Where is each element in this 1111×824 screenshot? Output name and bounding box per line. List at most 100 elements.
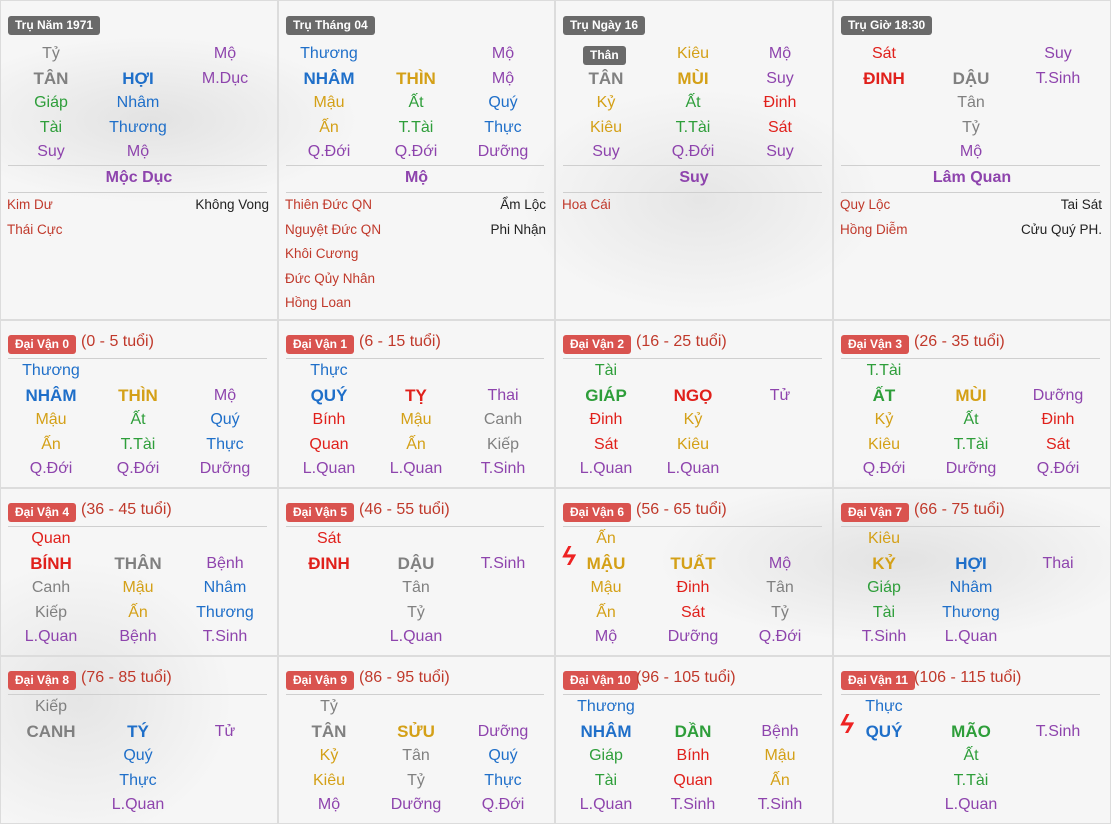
pillar-main-row: ĐINH DẬU T.Sinh (279, 552, 554, 576)
dai-van-card: Đại Vận 7 (66 - 75 tuổi) Kiêu KỶ HỢI Thai Giáp… (833, 488, 1111, 656)
cell-text: T.Tài (398, 118, 434, 136)
pillar-main-row: TÂN SỬU Dưỡng (279, 720, 554, 744)
pillar-title: Trụ Tháng 04 (286, 16, 375, 35)
cell-text: Mộ (491, 69, 515, 87)
cell-text: Mộ (213, 386, 237, 404)
cell-text: Sát (871, 45, 896, 62)
pillar-main-row: TÂN HỢI M.Dục (1, 67, 277, 91)
cell-text: Tài (594, 362, 618, 379)
cell-text: Dưỡng (667, 628, 719, 646)
life-stage: Suy (679, 169, 709, 186)
divider (841, 694, 1100, 695)
pillar-row: Canh Mậu Nhâm (1, 576, 277, 600)
cell-text: ẤT (872, 385, 896, 405)
cell-text: TỴ (405, 385, 427, 405)
dai-van-card: Đại Vận 4 (36 - 45 tuổi) Quan BÍNH THÂN Bệnh C… (0, 488, 278, 656)
cell-text: MÃO (951, 721, 991, 741)
star-good: Thiên Đức QN (285, 197, 373, 212)
pillar-row: Kiêu T.Tài Sát (834, 433, 1110, 457)
cell-text: Tỷ (320, 698, 338, 715)
cell-text: TÂN (33, 68, 69, 88)
pillar-card: Trụ Tháng 04 Thương Mộ NHÂM THÌN Mộ Mậu Ất Quý Ấn… (278, 0, 555, 320)
cell-text: Đinh (1041, 411, 1075, 429)
star-bad: Tai Sát (1060, 197, 1102, 212)
star-good: Hồng Loan (285, 295, 352, 311)
cell-text: Bính (312, 411, 346, 429)
cell-text: L.Quan (302, 460, 356, 478)
pillar-top-row: Ấn (556, 527, 832, 551)
cell-text: Ất (963, 747, 979, 765)
pillar-top-row: Kiêu Mộ (556, 42, 832, 66)
cell-text: Thực (206, 435, 244, 453)
cell-text: Tỷ (407, 603, 425, 621)
cell-text: HỢI (955, 553, 987, 573)
clash-bolt-icon: ϟ (562, 541, 576, 571)
pillar-row: Ất (834, 744, 1110, 768)
cell-text: Mậu (764, 747, 796, 765)
divider (563, 358, 822, 359)
cell-text: T.Tài (953, 435, 989, 453)
cell-text: Giáp (589, 747, 623, 765)
cell-text: Thương (22, 362, 80, 379)
pillar-row: Suy Q.Đới Suy (556, 140, 832, 164)
star-good: Khôi Cương (285, 246, 359, 262)
cell-text: T.Sinh (861, 628, 907, 646)
cell-text: Mậu (400, 411, 432, 429)
cell-text: Mộ (126, 143, 150, 161)
cell-text: Kiêu (589, 118, 623, 136)
cell-text: Suy (37, 143, 65, 161)
cell-text: Thai (487, 386, 519, 404)
cell-text: TUẤT (670, 553, 716, 573)
cell-text: DẬU (397, 553, 435, 573)
cell-text: L.Quan (111, 796, 165, 814)
cell-text: DẦN (674, 721, 712, 741)
pillar-row: L.Quan L.Quan T.Sinh (279, 457, 554, 481)
cell-text: L.Quan (944, 796, 998, 814)
star-good: Hồng Diễm (840, 221, 908, 237)
cell-text: Thương (196, 603, 254, 621)
divider (841, 358, 1100, 359)
star-bad: Không Vong (195, 197, 269, 212)
divider (563, 192, 822, 193)
pillar-main-row: KỶ HỢI Thai (834, 552, 1110, 576)
cell-text: Kiêu (676, 435, 710, 453)
cell-text: Q.Đới (481, 796, 525, 814)
pillar-top-row: Kiêu (834, 527, 1110, 551)
cell-text: Kiêu (867, 530, 901, 547)
dai-van-card: Đại Vận 9 (86 - 95 tuổi) Tỷ TÂN SỬU Dưỡng Kỷ Tâ… (278, 656, 555, 824)
cell-text: Tử (214, 722, 236, 740)
dai-van-age: (106 - 115 tuổi) (914, 669, 1022, 686)
pillar-row: Kỷ Ất Đinh (834, 408, 1110, 432)
pillar-top-row: T.Tài (834, 359, 1110, 383)
pillar-top-row: Thương (1, 359, 277, 383)
cell-text: Đinh (763, 94, 797, 112)
pillar-main-row: NHÂM THÌN Mộ (1, 384, 277, 408)
cell-text: THÌN (396, 68, 436, 88)
cell-text: ĐINH (308, 553, 350, 573)
cell-text: Canh (31, 579, 71, 597)
pillar-row: L.Quan Bệnh T.Sinh (1, 625, 277, 649)
pillar-top-row: Tài (556, 359, 832, 383)
divider (286, 526, 544, 527)
pillar-row: Kỷ Tân Quý (279, 744, 554, 768)
cell-text: Thực (119, 771, 157, 789)
cell-text: NGỌ (673, 385, 713, 405)
cell-text: Q.Đới (758, 628, 802, 646)
cell-text: Q.Đới (29, 460, 73, 478)
dai-van-card: Đại Vận 6 (56 - 65 tuổi) Ấn MẬU TUẤT Mộ Mậu Đin… (555, 488, 833, 656)
cell-text: T.Sinh (480, 554, 526, 572)
cell-text: Mộ (213, 45, 237, 62)
cell-text: M.Dục (201, 69, 249, 87)
cell-text: T.Sinh (1035, 69, 1081, 87)
dai-van-age: (86 - 95 tuổi) (359, 669, 450, 686)
dai-van-label: Đại Vận 11 (841, 671, 916, 690)
cell-text: Mộ (768, 45, 792, 62)
cell-text: Mộ (959, 143, 983, 161)
cell-text: Nhâm (949, 579, 993, 597)
cell-text: DẬU (952, 68, 990, 88)
cell-text: Ấn (128, 603, 148, 621)
pillar-row: Q.Đới Dưỡng Q.Đới (834, 457, 1110, 481)
cell-text: L.Quan (24, 628, 78, 646)
dai-van-label: Đại Vận 7 (841, 503, 910, 522)
cell-text: Bệnh (761, 722, 799, 740)
